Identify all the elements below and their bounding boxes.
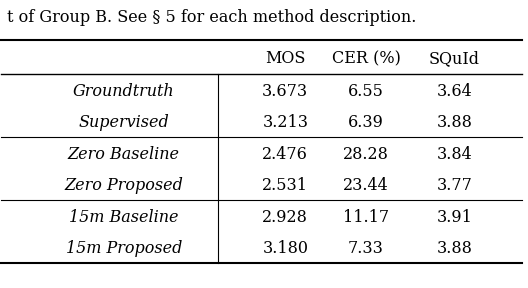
Text: 3.180: 3.180: [262, 240, 308, 257]
Text: 7.33: 7.33: [348, 240, 384, 257]
Text: 2.476: 2.476: [262, 146, 308, 163]
Text: 6.55: 6.55: [348, 83, 384, 100]
Text: 3.64: 3.64: [437, 83, 473, 100]
Text: 2.928: 2.928: [262, 209, 308, 226]
Text: 15m Baseline: 15m Baseline: [69, 209, 178, 226]
Text: 6.39: 6.39: [348, 114, 384, 131]
Text: SQuId: SQuId: [429, 50, 480, 67]
Text: 3.88: 3.88: [437, 114, 473, 131]
Text: 3.88: 3.88: [437, 240, 473, 257]
Text: 3.77: 3.77: [437, 177, 473, 194]
Text: Zero Proposed: Zero Proposed: [64, 177, 183, 194]
Text: MOS: MOS: [265, 50, 306, 67]
Text: 3.213: 3.213: [262, 114, 308, 131]
Text: 3.673: 3.673: [262, 83, 308, 100]
Text: 3.84: 3.84: [437, 146, 473, 163]
Text: t of Group B. See § 5 for each method description.: t of Group B. See § 5 for each method de…: [6, 9, 416, 26]
Text: Zero Baseline: Zero Baseline: [68, 146, 180, 163]
Text: 11.17: 11.17: [343, 209, 389, 226]
Text: 23.44: 23.44: [343, 177, 389, 194]
Text: 3.91: 3.91: [437, 209, 473, 226]
Text: Supervised: Supervised: [79, 114, 169, 131]
Text: CER (%): CER (%): [332, 50, 401, 67]
Text: Groundtruth: Groundtruth: [73, 83, 175, 100]
Text: 2.531: 2.531: [262, 177, 308, 194]
Text: 28.28: 28.28: [343, 146, 389, 163]
Text: 15m Proposed: 15m Proposed: [65, 240, 182, 257]
